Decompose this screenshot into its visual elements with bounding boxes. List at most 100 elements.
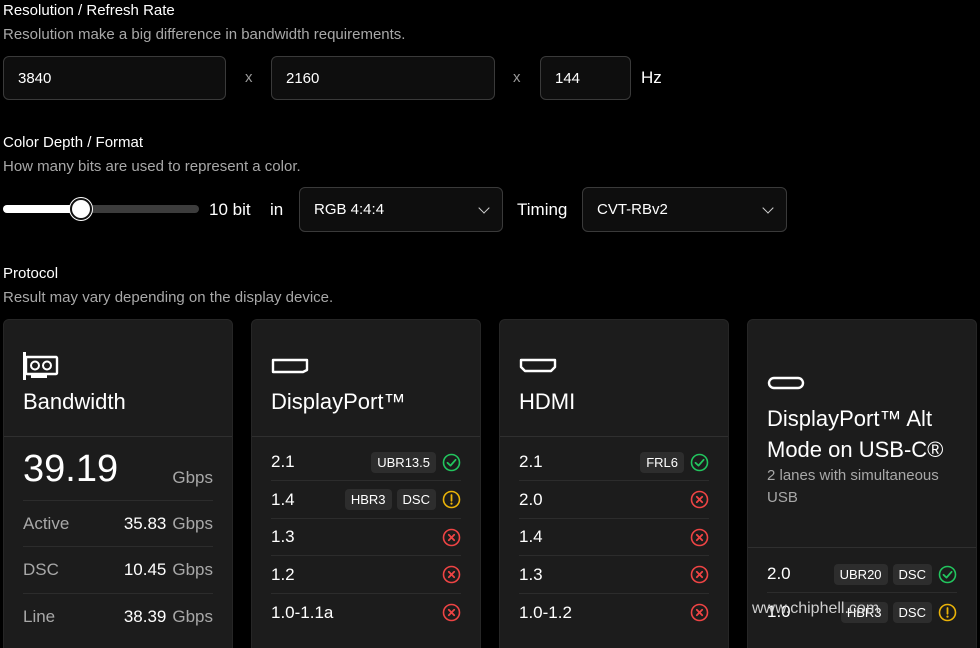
version-label: 1.3: [519, 564, 543, 584]
chevron-down-icon: [762, 201, 774, 214]
displayport-card: DisplayPort™ 2.1 UBR13.5 1.4 HBR3 DSC 1.3 1.2 1…: [251, 319, 481, 648]
bandwidth-title: Bandwidth: [23, 389, 126, 414]
bandwidth-row-value: 35.83: [123, 513, 167, 533]
bandwidth-row-unit: Gbps: [172, 606, 213, 626]
version-label: 1.0: [767, 602, 791, 621]
displayport-title: DisplayPort™: [271, 389, 406, 414]
version-row: 1.3: [271, 519, 461, 556]
version-label: 1.0-1.1a: [271, 602, 334, 622]
version-label: 2.0: [519, 489, 543, 509]
bandwidth-row-value: 38.39: [123, 606, 167, 626]
usbc-title-line1: DisplayPort™ Alt: [767, 406, 933, 431]
separator-x: x: [513, 69, 521, 86]
version-label: 1.4: [271, 489, 295, 509]
color-depth-value: 10 bit: [209, 200, 251, 219]
version-label: 1.2: [271, 564, 295, 584]
version-label: 1.3: [271, 527, 295, 546]
color-depth-slider[interactable]: [3, 198, 199, 220]
card-header: [252, 320, 480, 437]
version-row: 1.2: [271, 557, 461, 594]
height-input[interactable]: [271, 56, 495, 100]
timing-select[interactable]: CVT-RBv2: [582, 187, 787, 232]
bandwidth-row-label: Active: [23, 513, 70, 533]
width-input[interactable]: [3, 56, 226, 100]
check-circle-icon: [442, 453, 461, 472]
bandwidth-row-label: Line: [23, 606, 56, 626]
check-circle-icon: [690, 453, 709, 472]
hdmi-card: HDMI 2.1 FRL6 2.0 1.4 1.3 1.0-1.2: [499, 319, 729, 648]
timing-value: CVT-RBv2: [597, 201, 668, 218]
refresh-unit: Hz: [641, 68, 662, 87]
hdmi-connector-icon: [519, 358, 557, 373]
resolution-title: Resolution / Refresh Rate: [3, 2, 175, 19]
usb-c-connector-icon: [767, 376, 805, 390]
color-title: Color Depth / Format: [3, 134, 144, 151]
in-label: in: [270, 200, 284, 219]
mode-badge: UBR20: [833, 563, 888, 585]
protocol-subtitle: Result may vary depending on the display…: [3, 289, 334, 306]
card-header: [4, 320, 232, 437]
x-circle-icon: [690, 603, 709, 622]
version-row: 1.0-1.1a: [271, 594, 461, 631]
bandwidth-card: Bandwidth 39.19 Gbps Active 35.83 Gbps D…: [3, 319, 233, 648]
x-circle-icon: [690, 490, 709, 509]
check-circle-icon: [938, 565, 957, 584]
mode-badge: DSC: [396, 489, 436, 510]
version-row: 1.4: [519, 519, 709, 556]
version-row: 1.0 HBR3 DSC: [767, 594, 957, 631]
mode-badge: FRL6: [640, 451, 684, 473]
version-label: 1.4: [519, 527, 543, 546]
bandwidth-row-value: 10.45: [123, 559, 167, 579]
color-format-select[interactable]: RGB 4:4:4: [299, 187, 503, 232]
slider-fill: [3, 205, 82, 213]
card-header: [748, 320, 976, 548]
bandwidth-row-active: Active 35.83 Gbps: [23, 500, 213, 546]
version-row: 2.1 FRL6: [519, 444, 709, 481]
watermark: www.chiphell.com: [752, 600, 880, 617]
version-label: 1.0-1.2: [519, 602, 572, 622]
warning-circle-icon: [442, 490, 461, 509]
card-header: [500, 320, 728, 437]
version-label: 2.0: [767, 564, 791, 583]
bandwidth-row-unit: Gbps: [172, 559, 213, 579]
bandwidth-total-value: 39.19: [23, 448, 119, 490]
version-row: 2.0 UBR20 DSC: [767, 556, 957, 593]
color-format-value: RGB 4:4:4: [314, 201, 385, 218]
separator-x: x: [245, 69, 253, 86]
version-row: 2.1 UBR13.5: [271, 444, 461, 481]
mode-badge: UBR13.5: [371, 451, 436, 473]
color-subtitle: How many bits are used to represent a co…: [3, 158, 301, 175]
warning-circle-icon: [938, 603, 957, 622]
version-row: 1.4 HBR3 DSC: [271, 482, 461, 519]
version-row: 1.3: [519, 557, 709, 594]
mode-badge: DSC: [892, 601, 932, 623]
version-label: 2.1: [271, 452, 295, 471]
chevron-down-icon: [478, 201, 490, 214]
graphics-card-icon: [23, 352, 59, 380]
bandwidth-row-label: DSC: [23, 559, 59, 579]
timing-label: Timing: [517, 200, 568, 219]
x-circle-icon: [690, 528, 709, 547]
bandwidth-row-dsc: DSC 10.45 Gbps: [23, 546, 213, 592]
mode-badge: HBR3: [344, 489, 392, 510]
x-circle-icon: [442, 528, 461, 547]
mode-badge: DSC: [892, 563, 932, 585]
bandwidth-row-line: Line 38.39 Gbps: [23, 593, 213, 639]
usbc-card: DisplayPort™ Alt Mode on USB-C® 2 lanes …: [747, 319, 977, 648]
x-circle-icon: [442, 603, 461, 622]
bandwidth-total-unit: Gbps: [172, 468, 213, 487]
hdmi-title: HDMI: [519, 389, 576, 414]
refresh-rate-input[interactable]: [540, 56, 631, 100]
version-row: 1.0-1.2: [519, 594, 709, 631]
version-label: 2.1: [519, 452, 543, 471]
usbc-subtitle: 2 lanes with simultaneous USB: [767, 467, 939, 506]
bandwidth-row-unit: Gbps: [172, 513, 213, 533]
mode-badge: HBR3: [840, 601, 888, 623]
slider-thumb[interactable]: [70, 198, 93, 220]
protocol-title: Protocol: [3, 265, 59, 282]
version-row: 2.0: [519, 482, 709, 519]
x-circle-icon: [442, 565, 461, 584]
resolution-subtitle: Resolution make a big difference in band…: [3, 26, 406, 43]
displayport-connector-icon: [271, 358, 309, 374]
usbc-title-line2: Mode on USB-C®: [767, 437, 944, 462]
